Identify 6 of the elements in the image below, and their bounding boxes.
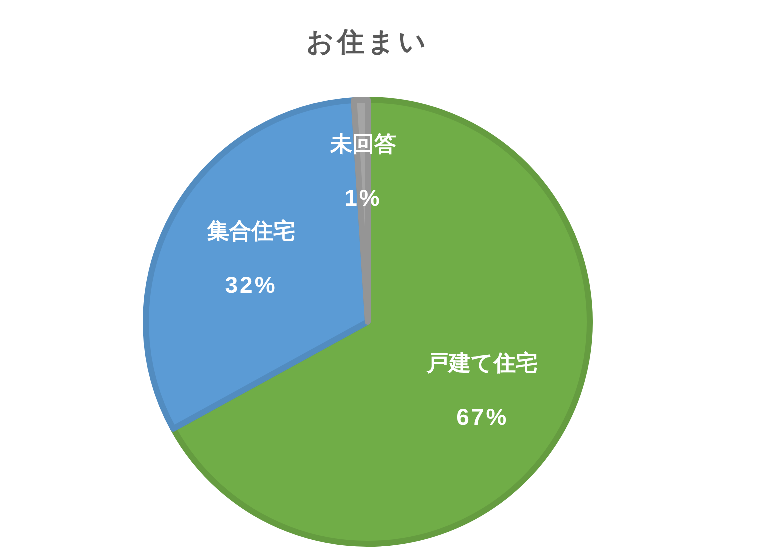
slice-label: 集合住宅 [206, 218, 296, 244]
data-label: 32% [225, 272, 278, 298]
chart-title: お住まい [306, 27, 430, 57]
slice-label: 戸建て住宅 [426, 350, 538, 376]
data-label: 67% [456, 404, 509, 430]
data-label: 1% [344, 185, 382, 212]
